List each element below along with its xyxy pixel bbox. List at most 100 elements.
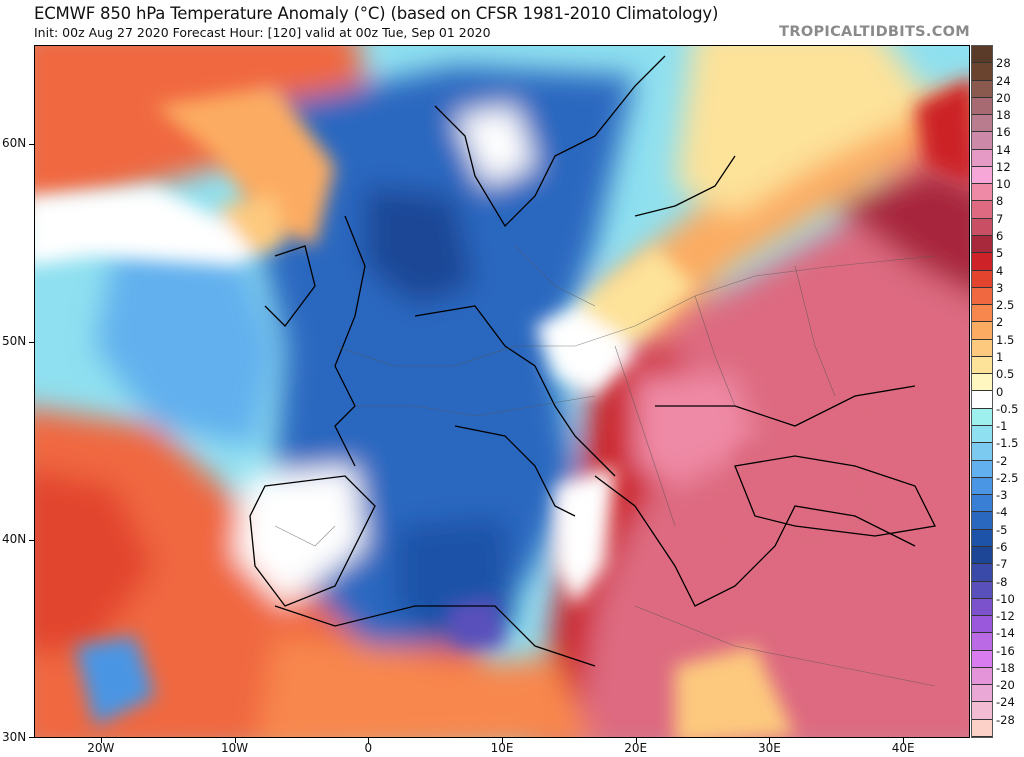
colorbar-cell bbox=[972, 374, 992, 392]
latitude-tick bbox=[29, 540, 34, 541]
colorbar-tick-label: 16 bbox=[996, 125, 1011, 140]
colorbar-tick-label: 5 bbox=[996, 246, 1004, 261]
colorbar-cell bbox=[972, 443, 992, 461]
longitude-label: 10W bbox=[220, 741, 249, 755]
colorbar-cell bbox=[972, 80, 992, 98]
colorbar-cell bbox=[972, 598, 992, 617]
colorbar-cell bbox=[972, 218, 992, 237]
colorbar-cell bbox=[972, 305, 992, 323]
colorbar-tick-label: 7 bbox=[996, 211, 1004, 226]
colorbar-tick-label: -20 bbox=[996, 678, 1015, 693]
colorbar-tick-label: 0.5 bbox=[996, 367, 1015, 382]
colorbar-tick-label: 18 bbox=[996, 108, 1011, 123]
colorbar-tick-label: -2 bbox=[996, 453, 1008, 468]
colorbar-tick-label: 1 bbox=[996, 349, 1004, 364]
colorbar-tick-label: 0 bbox=[996, 384, 1004, 399]
colorbar-cell bbox=[972, 633, 992, 651]
colorbar-tick-label: -24 bbox=[996, 695, 1015, 710]
colorbar-cell bbox=[972, 495, 992, 513]
longitude-tick bbox=[234, 738, 236, 743]
colorbar-cell bbox=[972, 287, 992, 306]
colorbar-cell bbox=[972, 236, 992, 254]
longitude-label: 40E bbox=[891, 741, 915, 755]
colorbar-cell bbox=[972, 166, 992, 185]
colorbar-cell bbox=[972, 322, 992, 340]
colorbar-tick-label: 2.5 bbox=[996, 298, 1015, 313]
colorbar-tick-label: -0.5 bbox=[996, 401, 1019, 416]
longitude-label: 30E bbox=[757, 741, 781, 755]
colorbar-tick-label: 24 bbox=[996, 73, 1011, 88]
longitude-tick bbox=[502, 738, 503, 743]
colorbar-cell-top bbox=[972, 46, 992, 64]
colorbar-tick-label: -2.5 bbox=[996, 470, 1019, 485]
colorbar-tick-label: -14 bbox=[996, 626, 1015, 641]
longitude-tick bbox=[100, 738, 102, 743]
colorbar-cell bbox=[972, 719, 992, 737]
country-borders bbox=[274, 245, 936, 687]
colorbar-tick-label: 6 bbox=[996, 229, 1004, 244]
colorbar-cell bbox=[972, 63, 992, 81]
colorbar-cell bbox=[972, 685, 992, 703]
colorbar-cell bbox=[972, 115, 992, 133]
colorbar-tick-label: -7 bbox=[996, 557, 1008, 572]
colorbar-tick-label: -10 bbox=[996, 591, 1015, 606]
colorbar-tick-label: -28 bbox=[996, 712, 1015, 727]
colorbar-tick-label: -18 bbox=[996, 660, 1015, 675]
latitude-label: 50N bbox=[2, 334, 27, 348]
anomaly-field-large-scale bbox=[35, 46, 969, 737]
longitude-tick bbox=[368, 738, 370, 743]
colorbar-cell bbox=[972, 564, 992, 582]
colorbar-tick-label: 3 bbox=[996, 280, 1004, 295]
colorbar-cell bbox=[972, 650, 992, 668]
colorbar-cell bbox=[972, 546, 992, 565]
colorbar-tick-label: 14 bbox=[996, 142, 1011, 157]
forecast-subtitle: Init: 00z Aug 27 2020 Forecast Hour: [12… bbox=[34, 25, 491, 40]
latitude-tick bbox=[29, 144, 34, 145]
colorbar-cell bbox=[972, 201, 992, 219]
colorbar-cell bbox=[972, 356, 992, 375]
colorbar-cell bbox=[972, 460, 992, 478]
colorbar-tick-label: -16 bbox=[996, 643, 1015, 658]
longitude-tick bbox=[903, 738, 905, 743]
longitude-label: 20E bbox=[624, 741, 648, 755]
colorbar-tick-label: 8 bbox=[996, 194, 1004, 209]
colorbar-tick-label: -1 bbox=[996, 419, 1008, 434]
colorbar-cell bbox=[972, 149, 992, 167]
latitude-label: 30N bbox=[2, 730, 27, 744]
longitude-tick bbox=[635, 738, 637, 743]
colorbar-cell bbox=[972, 391, 992, 409]
colorbar-tick-label: -4 bbox=[996, 505, 1008, 520]
colorbar-cell bbox=[972, 512, 992, 530]
longitude-label: 0 bbox=[364, 741, 373, 755]
colorbar-tick-label: -8 bbox=[996, 574, 1008, 589]
colorbar-tick-label: 10 bbox=[996, 177, 1011, 192]
colorbar-cell bbox=[972, 132, 992, 150]
colorbar-cell bbox=[972, 184, 992, 202]
latitude-label: 60N bbox=[2, 136, 27, 150]
colorbar-tick-label: -1.5 bbox=[996, 436, 1019, 451]
colorbar-tick-label: -3 bbox=[996, 488, 1008, 503]
colorbar-cell bbox=[972, 529, 992, 547]
colorbar-cell bbox=[972, 408, 992, 427]
colorbar-cell bbox=[972, 270, 992, 288]
colorbar-cell bbox=[972, 667, 992, 686]
brand-watermark: TROPICALTIDBITS.COM bbox=[779, 24, 970, 40]
colorbar-tick-label: 12 bbox=[996, 159, 1011, 174]
colorbar bbox=[971, 45, 993, 738]
colorbar-cell bbox=[972, 97, 992, 116]
latitude-tick bbox=[29, 737, 34, 738]
colorbar-cell bbox=[972, 477, 992, 496]
colorbar-cell bbox=[972, 702, 992, 720]
colorbar-cell bbox=[972, 581, 992, 599]
longitude-tick bbox=[769, 738, 771, 743]
longitude-label: 10E bbox=[490, 741, 514, 755]
latitude-tick bbox=[29, 342, 34, 343]
colorbar-tick-label: 20 bbox=[996, 90, 1011, 105]
colorbar-tick-label: -5 bbox=[996, 522, 1008, 537]
colorbar-tick-label: -6 bbox=[996, 539, 1008, 554]
colorbar-cell bbox=[972, 339, 992, 357]
temperature-anomaly-map bbox=[34, 45, 970, 738]
longitude-label: 20W bbox=[87, 741, 115, 755]
colorbar-tick-label: 28 bbox=[996, 56, 1011, 71]
anomaly-field-detail bbox=[35, 79, 969, 737]
